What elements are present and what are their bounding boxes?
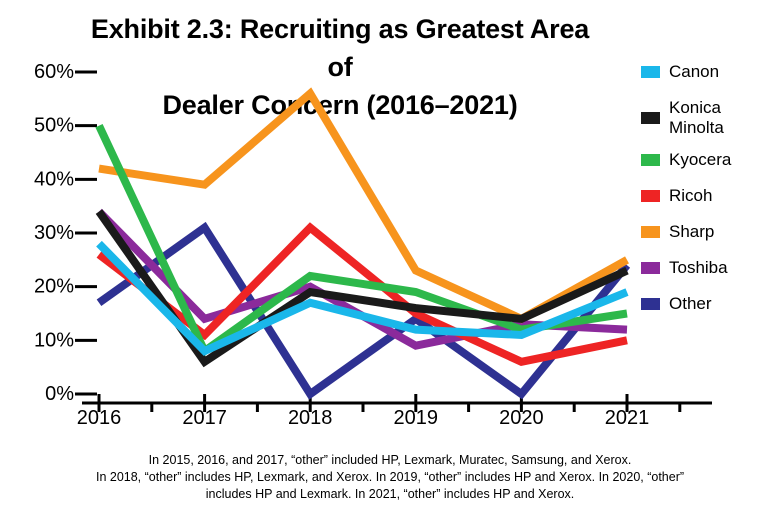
footnote-line-3: includes HP and Lexmark. In 2021, “other…: [205, 487, 575, 501]
legend-swatch-ricoh: [641, 190, 660, 202]
y-tick-label: 50%: [34, 115, 74, 137]
chart-title-line-1: Exhibit 2.3: Recruiting as Greatest Area…: [90, 14, 590, 82]
legend-item-konica-minolta: Konica Minolta: [641, 98, 776, 138]
chart-title: Exhibit 2.3: Recruiting as Greatest Area…: [90, 10, 590, 124]
chart-legend: Canon Konica Minolta Kyocera Ricoh Sharp…: [641, 62, 776, 314]
y-tick-label: 40%: [34, 168, 74, 190]
legend-label-konica: Konica: [669, 98, 721, 117]
chart-axes: 0% 10% 20% 30% 40% 50% 60% 2016 2017 2018 2019 2020…: [34, 61, 712, 429]
legend-label-ricoh: Ricoh: [669, 186, 713, 205]
y-tick-label: 0%: [45, 383, 74, 405]
legend-swatch-sharp: [641, 226, 660, 238]
y-tick-label: 20%: [34, 276, 74, 298]
x-tick-label: 2020: [499, 407, 544, 429]
chart-footnote: In 2015, 2016, and 2017, “other” include…: [0, 452, 780, 503]
legend-label-toshiba: Toshiba: [669, 258, 728, 277]
legend-label-kyocera: Kyocera: [669, 150, 732, 169]
x-tick-label: 2016: [77, 407, 122, 429]
series-line-canon: [96, 240, 629, 356]
legend-label-other: Other: [669, 294, 712, 313]
footnote-line-1: In 2015, 2016, and 2017, “other” include…: [148, 453, 632, 467]
legend-item-sharp: Sharp: [641, 222, 776, 242]
legend-label-canon: Canon: [669, 62, 720, 81]
x-tick-label: 2018: [288, 407, 333, 429]
x-tick-label: 2017: [182, 407, 227, 429]
chart-series: [95, 87, 631, 400]
legend-item-toshiba: Toshiba: [641, 258, 776, 278]
legend-swatch-konica-minolta: [641, 112, 660, 124]
y-tick-label: 10%: [34, 329, 74, 351]
legend-swatch-canon: [641, 66, 660, 78]
footnote-line-2: In 2018, “other” includes HP, Lexmark, a…: [95, 470, 685, 484]
legend-label-sharp: Sharp: [669, 222, 715, 241]
series-line-other: [96, 221, 631, 400]
legend-swatch-toshiba: [641, 262, 660, 274]
legend-label-minolta: Minolta: [669, 118, 724, 137]
legend-swatch-kyocera: [641, 154, 660, 166]
y-tick-label: 30%: [34, 222, 74, 244]
legend-item-ricoh: Ricoh: [641, 186, 776, 206]
legend-item-canon: Canon: [641, 62, 776, 82]
legend-item-kyocera: Kyocera: [641, 150, 776, 170]
legend-item-other: Other: [641, 294, 776, 314]
y-tick-label: 60%: [34, 61, 74, 83]
x-tick-label: 2019: [394, 407, 439, 429]
legend-swatch-other: [641, 298, 660, 310]
x-tick-label: 2021: [605, 407, 650, 429]
chart-title-line-2: Dealer Concern (2016–2021): [162, 90, 518, 120]
